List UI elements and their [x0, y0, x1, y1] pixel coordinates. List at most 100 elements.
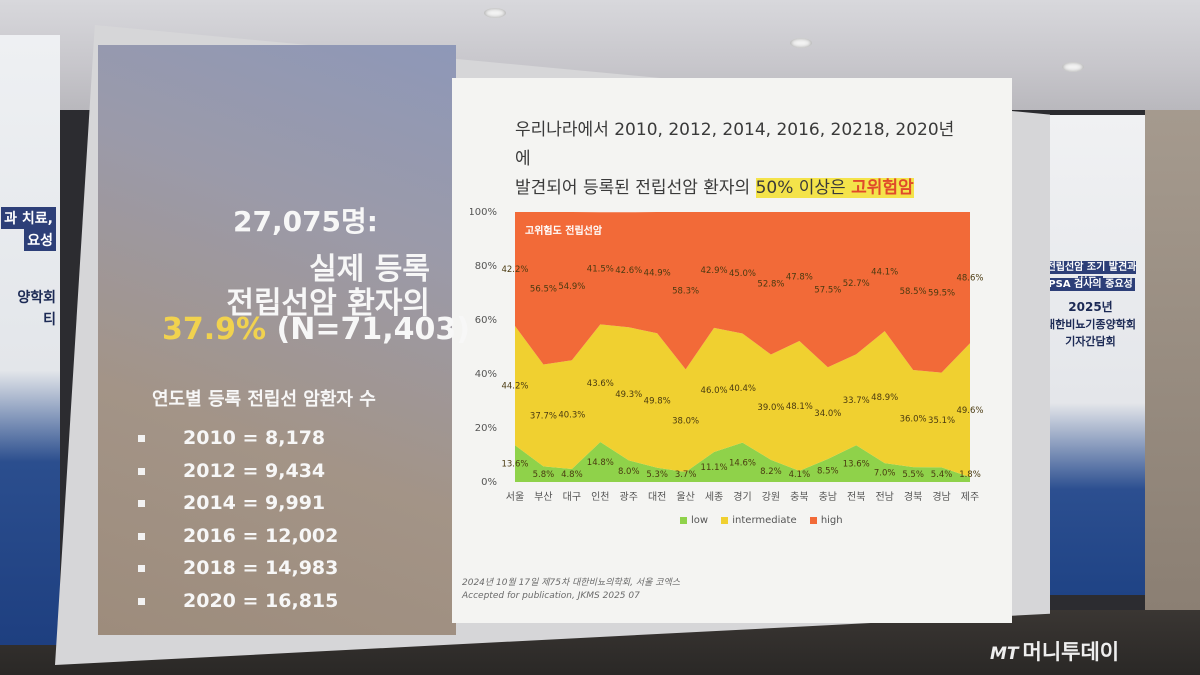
high-data-label: 42.9%: [701, 266, 728, 276]
headline-text: 우리나라에서 2010, 2012, 2014, 2016, 20218, 20…: [515, 120, 955, 169]
headline-text: 발견되어 등록된 전립선암 환자의 50% 이상은 고위험암: [515, 178, 914, 198]
year-count-item: 2016 = 12,002: [138, 525, 338, 547]
year-count-text: 2016 = 12,002: [183, 524, 339, 547]
low-data-label: 7.0%: [874, 469, 896, 479]
low-data-label: 5.8%: [533, 470, 555, 480]
year-count-item: 2018 = 14,983: [138, 557, 338, 579]
low-data-label: 1.8%: [959, 470, 981, 480]
ceiling-light: [484, 8, 506, 18]
year-count-text: 2012 = 9,434: [183, 459, 326, 482]
high-data-label: 44.9%: [644, 269, 671, 279]
ceiling-light: [790, 38, 812, 48]
right-banner: 전립선암 조기 발견과 치료, PSA 검사의 중요성 2025년 대한비뇨기종…: [1035, 115, 1145, 595]
y-tick-label: 80%: [475, 261, 497, 272]
intermediate-data-label: 39.0%: [757, 403, 784, 413]
intermediate-data-label: 49.8%: [644, 396, 671, 406]
intermediate-data-label: 43.6%: [587, 379, 614, 389]
year-count-text: 2020 = 16,815: [183, 589, 339, 612]
legend-item-high: high: [809, 515, 843, 526]
slide-headline: 우리나라에서 2010, 2012, 2014, 2016, 20218, 20…: [515, 116, 955, 203]
banner-text: 기자간담회: [1065, 335, 1116, 348]
low-data-label: 4.1%: [789, 470, 811, 480]
year-count-item: 2014 = 9,991: [138, 492, 325, 514]
low-data-label: 8.0%: [618, 467, 640, 477]
banner-text: 2025년: [1068, 300, 1113, 314]
year-count-text: 2014 = 9,991: [183, 492, 326, 514]
x-tick-label: 세종: [705, 491, 723, 503]
y-tick-label: 100%: [470, 207, 497, 218]
high-data-label: 47.8%: [786, 273, 813, 283]
sample-size: (N=71,403): [276, 312, 470, 347]
intermediate-data-label: 33.7%: [843, 396, 870, 406]
high-data-label: 52.7%: [843, 279, 870, 289]
high-data-label: 58.3%: [672, 287, 699, 297]
intermediate-data-label: 49.6%: [956, 406, 983, 416]
high-data-label: 44.1%: [871, 268, 898, 278]
bullet-icon: [138, 597, 145, 605]
low-data-label: 14.8%: [587, 458, 614, 468]
low-data-label: 5.5%: [902, 470, 924, 480]
high-data-label: 45.0%: [729, 269, 756, 279]
high-data-label: 54.9%: [558, 282, 585, 292]
highlight-text: 50% 이상은: [755, 178, 846, 198]
year-count-text: 2010 = 8,178: [183, 427, 326, 449]
high-area-series: [515, 212, 970, 373]
banner-text: 양학회: [17, 290, 56, 306]
x-tick-label: 전북: [847, 491, 865, 503]
chart-svg: 0% 20% 40% 60% 80% 100% 13.6% 5.8% 4.8% 14.8% 8.0%…: [470, 207, 984, 503]
year-count-text: 2018 = 14,983: [183, 557, 339, 579]
intermediate-data-label: 49.3%: [615, 390, 642, 400]
y-tick-label: 60%: [475, 315, 497, 326]
highlight-text: 고위험암: [851, 178, 914, 198]
low-data-label: 5.3%: [646, 470, 668, 480]
x-tick-label: 경북: [904, 490, 922, 503]
x-tick-label: 충남: [819, 491, 837, 503]
low-data-label: 4.8%: [561, 470, 583, 480]
footnote-line: Accepted for publication, JKMS 2025 07: [462, 591, 640, 601]
high-data-label: 56.5%: [530, 284, 557, 294]
high-data-label: 41.5%: [587, 264, 614, 274]
left-banner: 과 치료, 요성 양학회 티: [0, 35, 60, 645]
x-tick-label: 강원: [762, 491, 780, 503]
intermediate-data-label: 34.0%: [814, 409, 841, 419]
x-tick-label: 부산: [534, 491, 552, 503]
registered-count: 27,075명:: [232, 205, 378, 238]
x-tick-label: 광주: [620, 491, 638, 503]
intermediate-data-label: 40.3%: [558, 411, 585, 421]
high-data-label: 58.5%: [900, 287, 927, 297]
year-count-item: 2010 = 8,178: [138, 427, 325, 449]
intermediate-data-label: 48.9%: [871, 393, 898, 403]
legend-item-low: low: [680, 515, 708, 526]
brand-logo: MT: [990, 644, 1019, 664]
intermediate-data-label: 40.4%: [729, 384, 756, 394]
headline-line-1: 실제 등록: [309, 252, 430, 287]
low-data-label: 8.5%: [817, 467, 839, 477]
y-tick-label: 20%: [475, 423, 497, 434]
bullet-icon: [138, 565, 145, 572]
x-tick-label: 울산: [676, 491, 694, 503]
low-data-label: 3.7%: [675, 470, 697, 480]
low-data-label: 5.4%: [931, 470, 953, 480]
low-area-series: [515, 442, 970, 482]
x-tick-label: 대구: [563, 491, 581, 503]
brand-watermark: MT 머니투데이: [990, 636, 1119, 666]
intermediate-data-label: 36.0%: [900, 415, 927, 425]
legend-item-intermediate: intermediate: [721, 515, 797, 526]
intermediate-data-label: 48.1%: [786, 402, 813, 412]
banner-text: 티: [43, 312, 56, 328]
high-data-label: 48.6%: [956, 274, 983, 284]
chart-annotation: 고위험도 전립선암: [525, 224, 603, 237]
y-tick-label: 40%: [475, 369, 497, 380]
high-data-label: 59.5%: [928, 288, 955, 298]
percent-value: 37.9%: [162, 312, 267, 347]
high-data-label: 42.2%: [501, 265, 528, 275]
intermediate-data-label: 37.7%: [530, 411, 557, 421]
low-data-label: 13.6%: [501, 460, 528, 470]
bullet-icon: [138, 500, 145, 507]
headline-line-2: 전립선암 환자의: [226, 286, 430, 321]
intermediate-data-label: 44.2%: [501, 382, 528, 392]
low-data-label: 13.6%: [843, 460, 870, 470]
high-data-label: 57.5%: [814, 286, 841, 296]
y-tick-label: 0%: [481, 477, 497, 488]
x-tick-label: 경기: [733, 490, 751, 503]
